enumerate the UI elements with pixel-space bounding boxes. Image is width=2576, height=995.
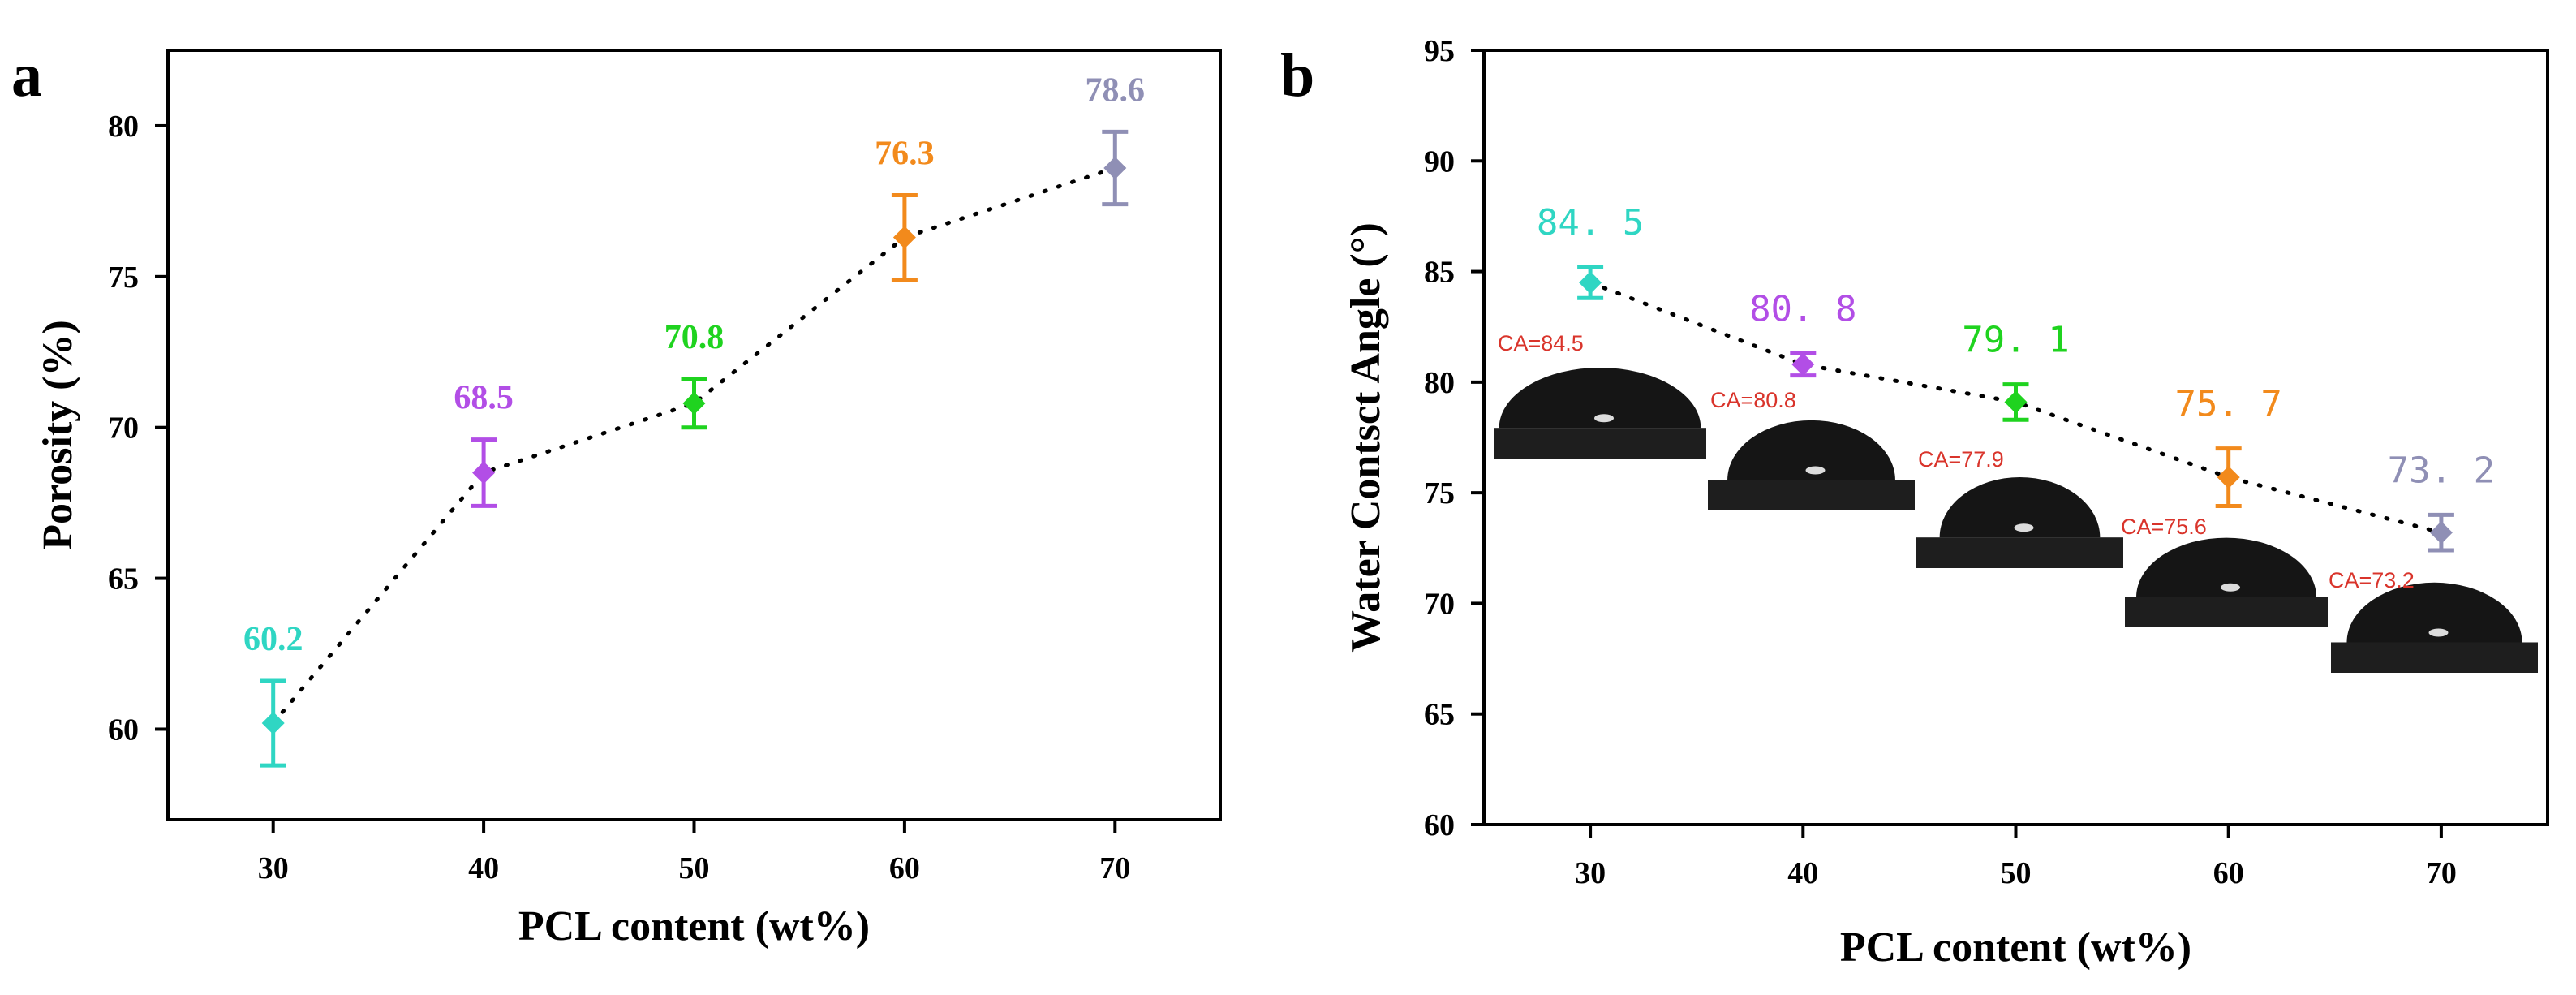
panel-b-y-tick-label: 85 — [1424, 256, 1455, 290]
panel-a-data-label: 76.3 — [875, 135, 935, 172]
panel-b-y-tick-label: 90 — [1424, 144, 1455, 179]
panel-b-droplet-image — [1494, 349, 1706, 459]
panel-a-x-tick-label: 50 — [679, 851, 710, 885]
panel-b-x-tick-label: 30 — [1575, 856, 1606, 890]
panel-a-y-tick-label: 80 — [108, 110, 139, 144]
panel-b-x-axis-title: PCL content (wt%) — [1840, 924, 2191, 971]
panel-a-y-tick-label: 60 — [108, 713, 139, 747]
panel-b-data-label: 75. 7 — [2174, 384, 2281, 425]
panel-b-y-tick-label: 75 — [1424, 476, 1455, 510]
panel-b-data-point — [2429, 521, 2453, 545]
panel-b-y-tick-label: 65 — [1424, 698, 1455, 732]
panel-b-chart: CA=84.5 CA=80.8 CA=77.9 CA=75.6 CA=73.2 30 40 5… — [1343, 34, 2549, 971]
droplet-shape — [2136, 537, 2316, 597]
panel-b-ca-label: CA=75.6 — [2121, 515, 2207, 539]
panel-a-chart: 30 40 50 60 70 60 65 70 75 80 PCL content (wt%) Por… — [35, 49, 1222, 950]
panel-b-data-point — [1791, 353, 1815, 377]
panel-b-droplet-image — [1916, 459, 2123, 568]
panel-b-y-axis-title: Water Contsct Angle (°) — [1343, 222, 1389, 653]
panel-b-data-point — [2217, 466, 2240, 489]
droplet-highlight — [1594, 414, 1614, 423]
panel-a-data-point — [261, 712, 285, 735]
droplet-highlight — [2428, 628, 2449, 637]
panel-b-trend-line — [1588, 280, 2444, 535]
panel-a-y-axis-title: Porosity (%) — [35, 320, 81, 550]
droplet-highlight — [1805, 466, 1826, 475]
panel-b-data-label: 79. 1 — [1962, 320, 2069, 361]
panel-b-y-tick-label: 70 — [1424, 587, 1455, 621]
panel-b-data-label: 80. 8 — [1749, 288, 1856, 330]
panel-b-data-label: 84. 5 — [1537, 202, 1644, 243]
panel-b-ca-label: CA=84.5 — [1498, 331, 1584, 355]
panel-b-data-point — [2004, 390, 2028, 414]
panel-b-x-tick-label: 60 — [2213, 856, 2244, 890]
panel-a-x-tick-label: 70 — [1099, 851, 1130, 885]
panel-a-x-tick-label: 30 — [258, 851, 289, 885]
droplet-substrate — [2125, 597, 2328, 627]
panel-b-droplet-image — [1708, 402, 1915, 510]
panel-a-y-tick-label: 65 — [108, 562, 139, 597]
droplet-shape — [2346, 582, 2522, 643]
panel-a-data-point — [472, 461, 496, 485]
droplet-shape — [1939, 476, 2101, 538]
panel-b-data-label: 73. 2 — [2388, 450, 2495, 491]
panel-b-y-tick-label: 80 — [1424, 366, 1455, 400]
droplet-highlight — [2221, 583, 2240, 592]
droplet-substrate — [1708, 480, 1915, 510]
panel-a-data-point — [892, 226, 916, 249]
droplet-shape — [1727, 420, 1895, 480]
panel-a-y-tick-label: 70 — [108, 411, 139, 446]
panel-b-ca-label: CA=80.8 — [1710, 388, 1796, 412]
panel-b-data-point — [1579, 271, 1602, 295]
droplet-substrate — [1494, 428, 1706, 459]
panel-a-data-label: 60.2 — [243, 621, 303, 658]
panel-b-ca-label: CA=73.2 — [2329, 568, 2415, 592]
panel-a-x-tick-label: 60 — [889, 851, 920, 885]
panel-b-x-tick-label: 40 — [1787, 856, 1818, 890]
droplet-substrate — [1916, 537, 2123, 568]
panel-a-trend-line — [271, 166, 1117, 726]
panel-a-data-point — [1103, 156, 1127, 179]
panel-a-axes-frame — [166, 49, 1222, 821]
panel-b-droplet-image — [2331, 564, 2538, 673]
panel-a-data-label: 78.6 — [1086, 71, 1146, 109]
droplet-shape — [1499, 367, 1701, 429]
panel-a-letter: a — [11, 41, 42, 110]
panel-a-x-tick-label: 40 — [468, 851, 499, 885]
panel-b-letter: b — [1280, 41, 1314, 110]
panel-b-droplet-image — [2125, 519, 2328, 627]
panel-b-ca-label: CA=77.9 — [1918, 447, 2004, 472]
panel-b-y-tick-label: 60 — [1424, 808, 1455, 842]
droplet-highlight — [2014, 523, 2034, 532]
droplet-substrate — [2331, 642, 2538, 673]
panel-a-data-label: 70.8 — [664, 319, 725, 356]
panel-a-x-axis-title: PCL content (wt%) — [518, 903, 870, 950]
panel-a-data-label: 68.5 — [454, 380, 514, 417]
panel-b-x-tick-label: 70 — [2426, 856, 2457, 890]
panel-a-data-point — [682, 391, 706, 415]
panel-b-x-tick-label: 50 — [2001, 856, 2032, 890]
panel-b-y-tick-label: 95 — [1424, 34, 1455, 68]
panel-a-y-tick-label: 75 — [108, 261, 139, 295]
